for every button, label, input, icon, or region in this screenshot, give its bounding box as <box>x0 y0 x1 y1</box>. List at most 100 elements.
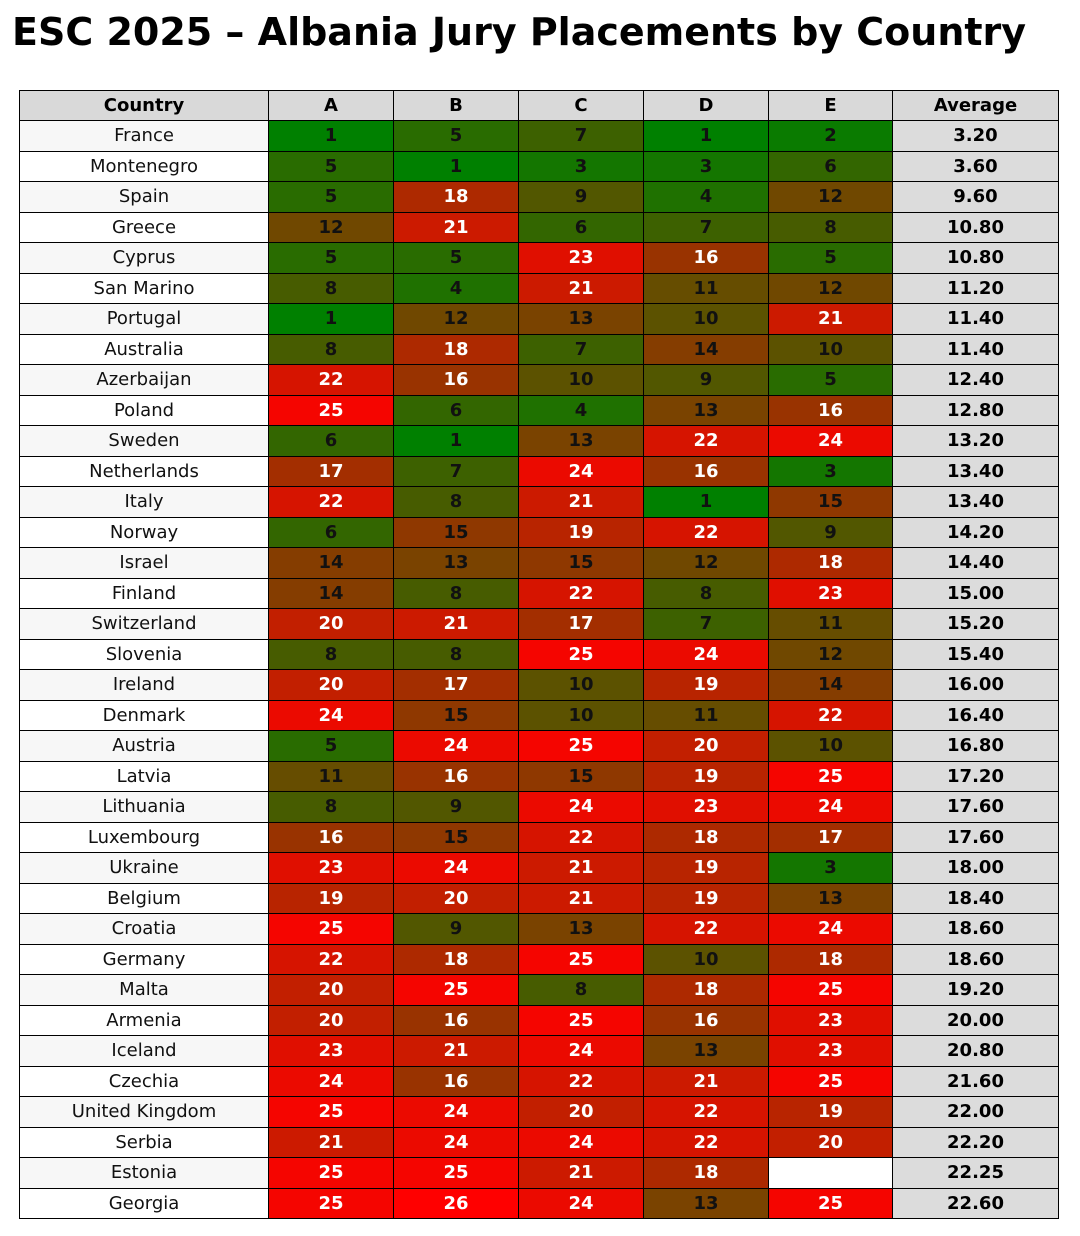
average-cell: 9.60 <box>892 181 1059 213</box>
score-cell-c: 3 <box>518 150 644 182</box>
country-cell: Norway <box>19 516 269 548</box>
country-cell: France <box>19 120 269 152</box>
country-cell: Cyprus <box>19 242 269 274</box>
score-cell-d: 19 <box>643 882 769 914</box>
score-cell-d: 20 <box>643 730 769 762</box>
average-cell: 22.25 <box>892 1157 1059 1189</box>
score-cell-e: 17 <box>768 821 893 853</box>
score-cell-e: 11 <box>768 608 893 640</box>
country-cell: San Marino <box>19 272 269 304</box>
score-cell-c: 23 <box>518 242 644 274</box>
score-cell-b: 18 <box>393 181 519 213</box>
score-cell-b: 24 <box>393 730 519 762</box>
score-cell-c: 21 <box>518 1157 644 1189</box>
table-row: Italy 22 8 21 1 15 13.40 <box>19 486 1059 518</box>
score-cell-a: 14 <box>268 547 394 579</box>
country-cell: Iceland <box>19 1035 269 1067</box>
score-cell-b: 24 <box>393 1126 519 1158</box>
score-cell-b: 25 <box>393 974 519 1006</box>
score-cell-b: 9 <box>393 913 519 945</box>
score-cell-a: 19 <box>268 882 394 914</box>
score-cell-b: 26 <box>393 1187 519 1219</box>
score-cell-b: 12 <box>393 303 519 335</box>
score-cell-e: 25 <box>768 760 893 792</box>
column-header-c: C <box>518 90 644 121</box>
table-row: Croatia 25 9 13 22 24 18.60 <box>19 913 1059 945</box>
score-cell-d: 11 <box>643 699 769 731</box>
score-cell-e: 18 <box>768 943 893 975</box>
country-cell: Armenia <box>19 1004 269 1036</box>
score-cell-b: 18 <box>393 943 519 975</box>
score-cell-e: 9 <box>768 516 893 548</box>
average-cell: 22.60 <box>892 1187 1059 1219</box>
country-cell: Malta <box>19 974 269 1006</box>
score-cell-c: 9 <box>518 181 644 213</box>
score-cell-c: 17 <box>518 608 644 640</box>
country-cell: Denmark <box>19 699 269 731</box>
country-cell: Azerbaijan <box>19 364 269 396</box>
score-cell-e: 25 <box>768 1187 893 1219</box>
jury-placements-table: Country A B C D E Average France 1 5 7 1 2 3.2… <box>19 90 1059 1219</box>
score-cell-a: 8 <box>268 638 394 670</box>
table-row: Lithuania 8 9 24 23 24 17.60 <box>19 791 1059 823</box>
score-cell-d: 3 <box>643 150 769 182</box>
score-cell-b: 7 <box>393 455 519 487</box>
score-cell-a: 20 <box>268 669 394 701</box>
score-cell-d: 1 <box>643 120 769 152</box>
score-cell-b: 9 <box>393 791 519 823</box>
score-cell-c: 25 <box>518 638 644 670</box>
score-cell-d: 22 <box>643 425 769 457</box>
average-cell: 15.00 <box>892 577 1059 609</box>
table-row: Israel 14 13 15 12 18 14.40 <box>19 547 1059 579</box>
score-cell-e: 3 <box>768 455 893 487</box>
score-cell-a: 25 <box>268 1187 394 1219</box>
average-cell: 18.60 <box>892 943 1059 975</box>
score-cell-d: 18 <box>643 1157 769 1189</box>
score-cell-d: 16 <box>643 1004 769 1036</box>
score-cell-c: 6 <box>518 211 644 243</box>
score-cell-e: 21 <box>768 303 893 335</box>
table-row: Denmark 24 15 10 11 22 16.40 <box>19 699 1059 731</box>
score-cell-e: 14 <box>768 669 893 701</box>
country-cell: Finland <box>19 577 269 609</box>
score-cell-e: 23 <box>768 577 893 609</box>
score-cell-c: 13 <box>518 425 644 457</box>
table-row: Poland 25 6 4 13 16 12.80 <box>19 394 1059 426</box>
score-cell-e: 22 <box>768 699 893 731</box>
average-cell: 17.20 <box>892 760 1059 792</box>
average-cell: 12.80 <box>892 394 1059 426</box>
score-cell-e: 6 <box>768 150 893 182</box>
score-cell-a: 6 <box>268 516 394 548</box>
average-cell: 15.20 <box>892 608 1059 640</box>
score-cell-a: 23 <box>268 852 394 884</box>
score-cell-b: 5 <box>393 242 519 274</box>
country-cell: Ireland <box>19 669 269 701</box>
score-cell-e <box>768 1157 893 1189</box>
table-row: Australia 8 18 7 14 10 11.40 <box>19 333 1059 365</box>
country-cell: Estonia <box>19 1157 269 1189</box>
table-row: Malta 20 25 8 18 25 19.20 <box>19 974 1059 1006</box>
table-row: Estonia 25 25 21 18 22.25 <box>19 1157 1059 1189</box>
score-cell-a: 20 <box>268 1004 394 1036</box>
column-header-b: B <box>393 90 519 121</box>
table-row: Latvia 11 16 15 19 25 17.20 <box>19 760 1059 792</box>
score-cell-e: 10 <box>768 730 893 762</box>
score-cell-e: 18 <box>768 547 893 579</box>
country-cell: Israel <box>19 547 269 579</box>
score-cell-b: 4 <box>393 272 519 304</box>
country-cell: Netherlands <box>19 455 269 487</box>
score-cell-c: 22 <box>518 821 644 853</box>
score-cell-d: 4 <box>643 181 769 213</box>
table-row: Austria 5 24 25 20 10 16.80 <box>19 730 1059 762</box>
score-cell-e: 20 <box>768 1126 893 1158</box>
average-cell: 18.40 <box>892 882 1059 914</box>
score-cell-a: 14 <box>268 577 394 609</box>
score-cell-b: 21 <box>393 1035 519 1067</box>
score-cell-b: 16 <box>393 760 519 792</box>
average-cell: 19.20 <box>892 974 1059 1006</box>
score-cell-b: 21 <box>393 211 519 243</box>
column-header-a: A <box>268 90 394 121</box>
score-cell-c: 4 <box>518 394 644 426</box>
score-cell-b: 18 <box>393 333 519 365</box>
score-cell-d: 10 <box>643 943 769 975</box>
